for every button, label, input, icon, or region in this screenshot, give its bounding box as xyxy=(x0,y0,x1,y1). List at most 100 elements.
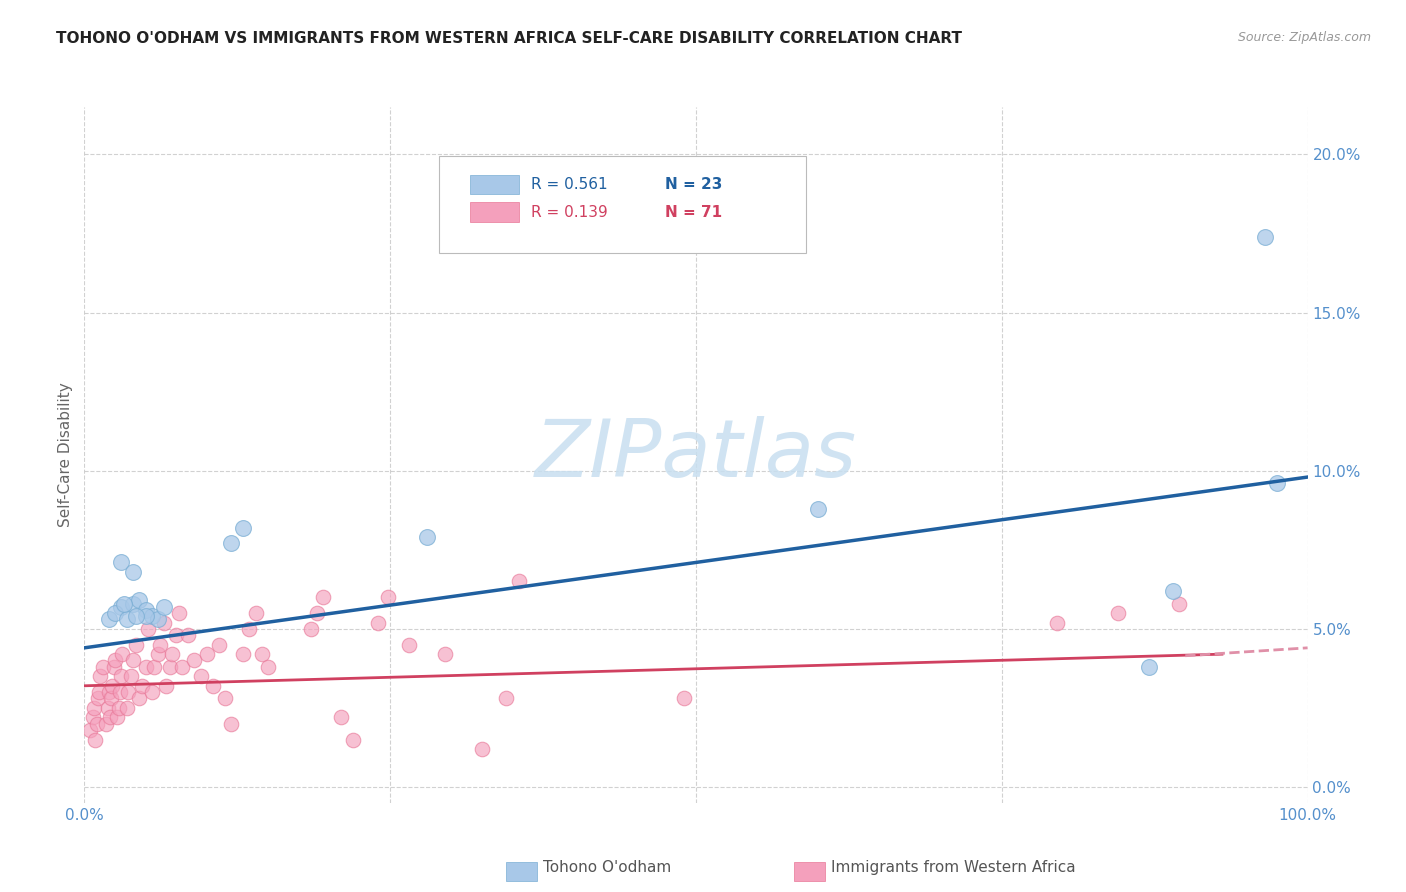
Point xyxy=(122,597,145,611)
Point xyxy=(79,723,101,737)
Point xyxy=(257,660,280,674)
Point xyxy=(105,710,128,724)
Point xyxy=(807,501,830,516)
Point xyxy=(104,606,127,620)
Point xyxy=(342,732,364,747)
Point xyxy=(330,710,353,724)
Point xyxy=(1168,597,1191,611)
Point xyxy=(135,660,157,674)
Point xyxy=(177,628,200,642)
Point xyxy=(232,521,254,535)
Text: N = 23: N = 23 xyxy=(665,177,723,192)
Point xyxy=(398,638,420,652)
Point xyxy=(128,691,150,706)
Point xyxy=(122,565,145,579)
Point xyxy=(84,732,107,747)
Point xyxy=(120,669,142,683)
Point xyxy=(122,653,145,667)
Text: Tohono O'odham: Tohono O'odham xyxy=(543,860,671,874)
Point xyxy=(110,556,132,570)
Point xyxy=(141,609,163,624)
Point xyxy=(208,638,231,652)
Point xyxy=(97,685,120,699)
Point xyxy=(135,609,157,624)
Point xyxy=(195,647,218,661)
Point xyxy=(110,599,132,614)
Point xyxy=(108,685,131,699)
Text: Source: ZipAtlas.com: Source: ZipAtlas.com xyxy=(1237,31,1371,45)
Point xyxy=(89,669,111,683)
Point xyxy=(672,691,695,706)
Point xyxy=(103,660,125,674)
Point xyxy=(214,691,236,706)
Text: TOHONO O'ODHAM VS IMMIGRANTS FROM WESTERN AFRICA SELF-CARE DISABILITY CORRELATIO: TOHONO O'ODHAM VS IMMIGRANTS FROM WESTER… xyxy=(56,31,962,46)
Point xyxy=(245,606,267,620)
Point xyxy=(167,606,190,620)
Point xyxy=(82,710,104,724)
Point xyxy=(183,653,205,667)
Point xyxy=(125,609,148,624)
Point xyxy=(299,622,322,636)
Point xyxy=(112,597,135,611)
Point xyxy=(91,660,114,674)
Point xyxy=(377,591,399,605)
Point xyxy=(110,669,132,683)
Point xyxy=(98,710,121,724)
Point xyxy=(219,536,242,550)
Point xyxy=(1254,229,1277,244)
FancyBboxPatch shape xyxy=(470,202,519,222)
Point xyxy=(219,716,242,731)
Text: R = 0.561: R = 0.561 xyxy=(531,177,607,192)
Point xyxy=(238,622,260,636)
FancyBboxPatch shape xyxy=(439,156,806,253)
Point xyxy=(146,612,169,626)
Point xyxy=(165,628,187,642)
Point xyxy=(159,660,181,674)
Point xyxy=(100,691,122,706)
Text: ZIPatlas: ZIPatlas xyxy=(534,416,858,494)
Point xyxy=(97,612,120,626)
Point xyxy=(416,530,439,544)
Point xyxy=(508,574,530,589)
Point xyxy=(86,716,108,731)
Point xyxy=(250,647,273,661)
Point xyxy=(190,669,212,683)
Point xyxy=(201,679,224,693)
Point xyxy=(104,653,127,667)
Text: Immigrants from Western Africa: Immigrants from Western Africa xyxy=(831,860,1076,874)
Point xyxy=(434,647,457,661)
Point xyxy=(367,615,389,630)
FancyBboxPatch shape xyxy=(470,175,519,194)
Point xyxy=(128,593,150,607)
Point xyxy=(305,606,328,620)
Point xyxy=(111,647,134,661)
Point xyxy=(153,599,176,614)
Text: N = 71: N = 71 xyxy=(665,204,723,219)
Text: R = 0.139: R = 0.139 xyxy=(531,204,607,219)
Point xyxy=(135,603,157,617)
Point xyxy=(117,685,139,699)
Y-axis label: Self-Care Disability: Self-Care Disability xyxy=(58,383,73,527)
Point xyxy=(115,612,138,626)
Point xyxy=(1265,476,1288,491)
Point xyxy=(97,701,120,715)
Point xyxy=(1161,583,1184,598)
Point xyxy=(495,691,517,706)
Point xyxy=(125,638,148,652)
Point xyxy=(136,622,159,636)
Point xyxy=(312,591,335,605)
Point xyxy=(115,701,138,715)
Point xyxy=(141,685,163,699)
Point xyxy=(1137,660,1160,674)
Point xyxy=(87,691,110,706)
Point xyxy=(149,638,172,652)
Point xyxy=(1046,615,1069,630)
Point xyxy=(162,647,184,661)
Point xyxy=(131,679,153,693)
Point xyxy=(153,615,176,630)
Point xyxy=(471,742,494,756)
Point xyxy=(172,660,194,674)
Point xyxy=(1107,606,1129,620)
Point xyxy=(96,716,118,731)
Point xyxy=(87,685,110,699)
